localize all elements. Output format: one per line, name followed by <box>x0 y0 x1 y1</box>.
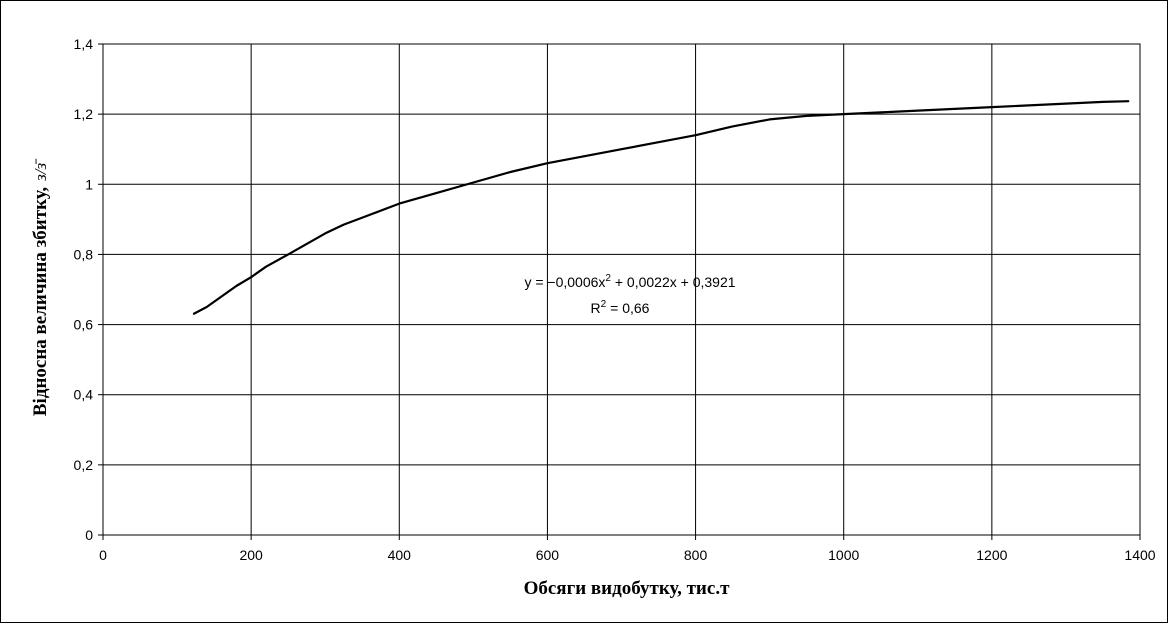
x-tick-label: 800 <box>684 547 708 563</box>
trendline-equation: y = −0,0006x2 + 0,0022x + 0,3921 <box>524 273 735 290</box>
data-point <box>287 253 289 256</box>
y-axis-title: Відносна величина збитку,з/з̄ <box>30 158 51 416</box>
data-point <box>657 141 660 143</box>
data-point <box>220 295 223 298</box>
y-tick-label: 0 <box>85 527 93 543</box>
y-tick-label: 0,2 <box>74 457 94 473</box>
x-tick-label: 400 <box>388 547 412 563</box>
r-squared-label: R2 = 0,66 <box>591 299 650 316</box>
x-axis-ticks: 0 200 400 600 800 1000 1200 1400 <box>99 535 1156 563</box>
data-point <box>206 306 208 308</box>
series-line <box>192 100 1129 315</box>
data-point <box>324 232 326 234</box>
y-axis-ticks: 0 0,2 0,4 0,6 0,8 1 1,2 1,4 <box>74 36 103 543</box>
x-tick-label: 0 <box>99 547 107 563</box>
data-point <box>806 115 808 117</box>
data-point <box>265 266 267 268</box>
data-point <box>192 313 194 315</box>
data-point <box>546 162 549 164</box>
data-point <box>1102 101 1104 103</box>
series-points <box>192 100 1130 315</box>
y-tick-label: 0,6 <box>74 317 94 333</box>
x-tick-label: 1400 <box>1124 547 1155 563</box>
data-point <box>1128 100 1130 102</box>
y-tick-label: 0,8 <box>74 246 94 262</box>
data-point <box>917 110 919 112</box>
x-tick-label: 200 <box>239 547 263 563</box>
data-point <box>991 106 993 108</box>
data-point <box>694 134 697 136</box>
data-point <box>1028 104 1030 106</box>
data-point <box>583 155 586 157</box>
data-point <box>769 118 771 121</box>
data-point <box>398 202 400 205</box>
y-tick-label: 0,4 <box>74 387 94 403</box>
x-tick-label: 1000 <box>828 547 859 563</box>
data-point <box>620 148 623 150</box>
data-point <box>1065 103 1067 105</box>
y-tick-label: 1,2 <box>74 106 94 122</box>
data-point <box>235 285 237 287</box>
plot-area <box>102 43 1141 536</box>
x-tick-label: 600 <box>536 547 560 563</box>
y-tick-label: 1 <box>85 176 93 192</box>
x-axis-title: Обсяги видобутку, тис.т <box>524 578 730 599</box>
data-point <box>880 111 882 113</box>
data-point <box>306 243 308 245</box>
grid <box>103 44 1140 535</box>
data-point <box>472 181 474 184</box>
data-point <box>250 276 252 278</box>
data-point <box>954 108 956 110</box>
y-tick-label: 1,4 <box>74 36 94 52</box>
data-point <box>361 217 363 219</box>
x-tick-label: 1200 <box>976 547 1007 563</box>
data-point <box>843 113 845 115</box>
data-point <box>509 171 511 173</box>
data-point <box>343 224 345 226</box>
data-point <box>435 192 437 194</box>
data-point <box>732 125 734 128</box>
